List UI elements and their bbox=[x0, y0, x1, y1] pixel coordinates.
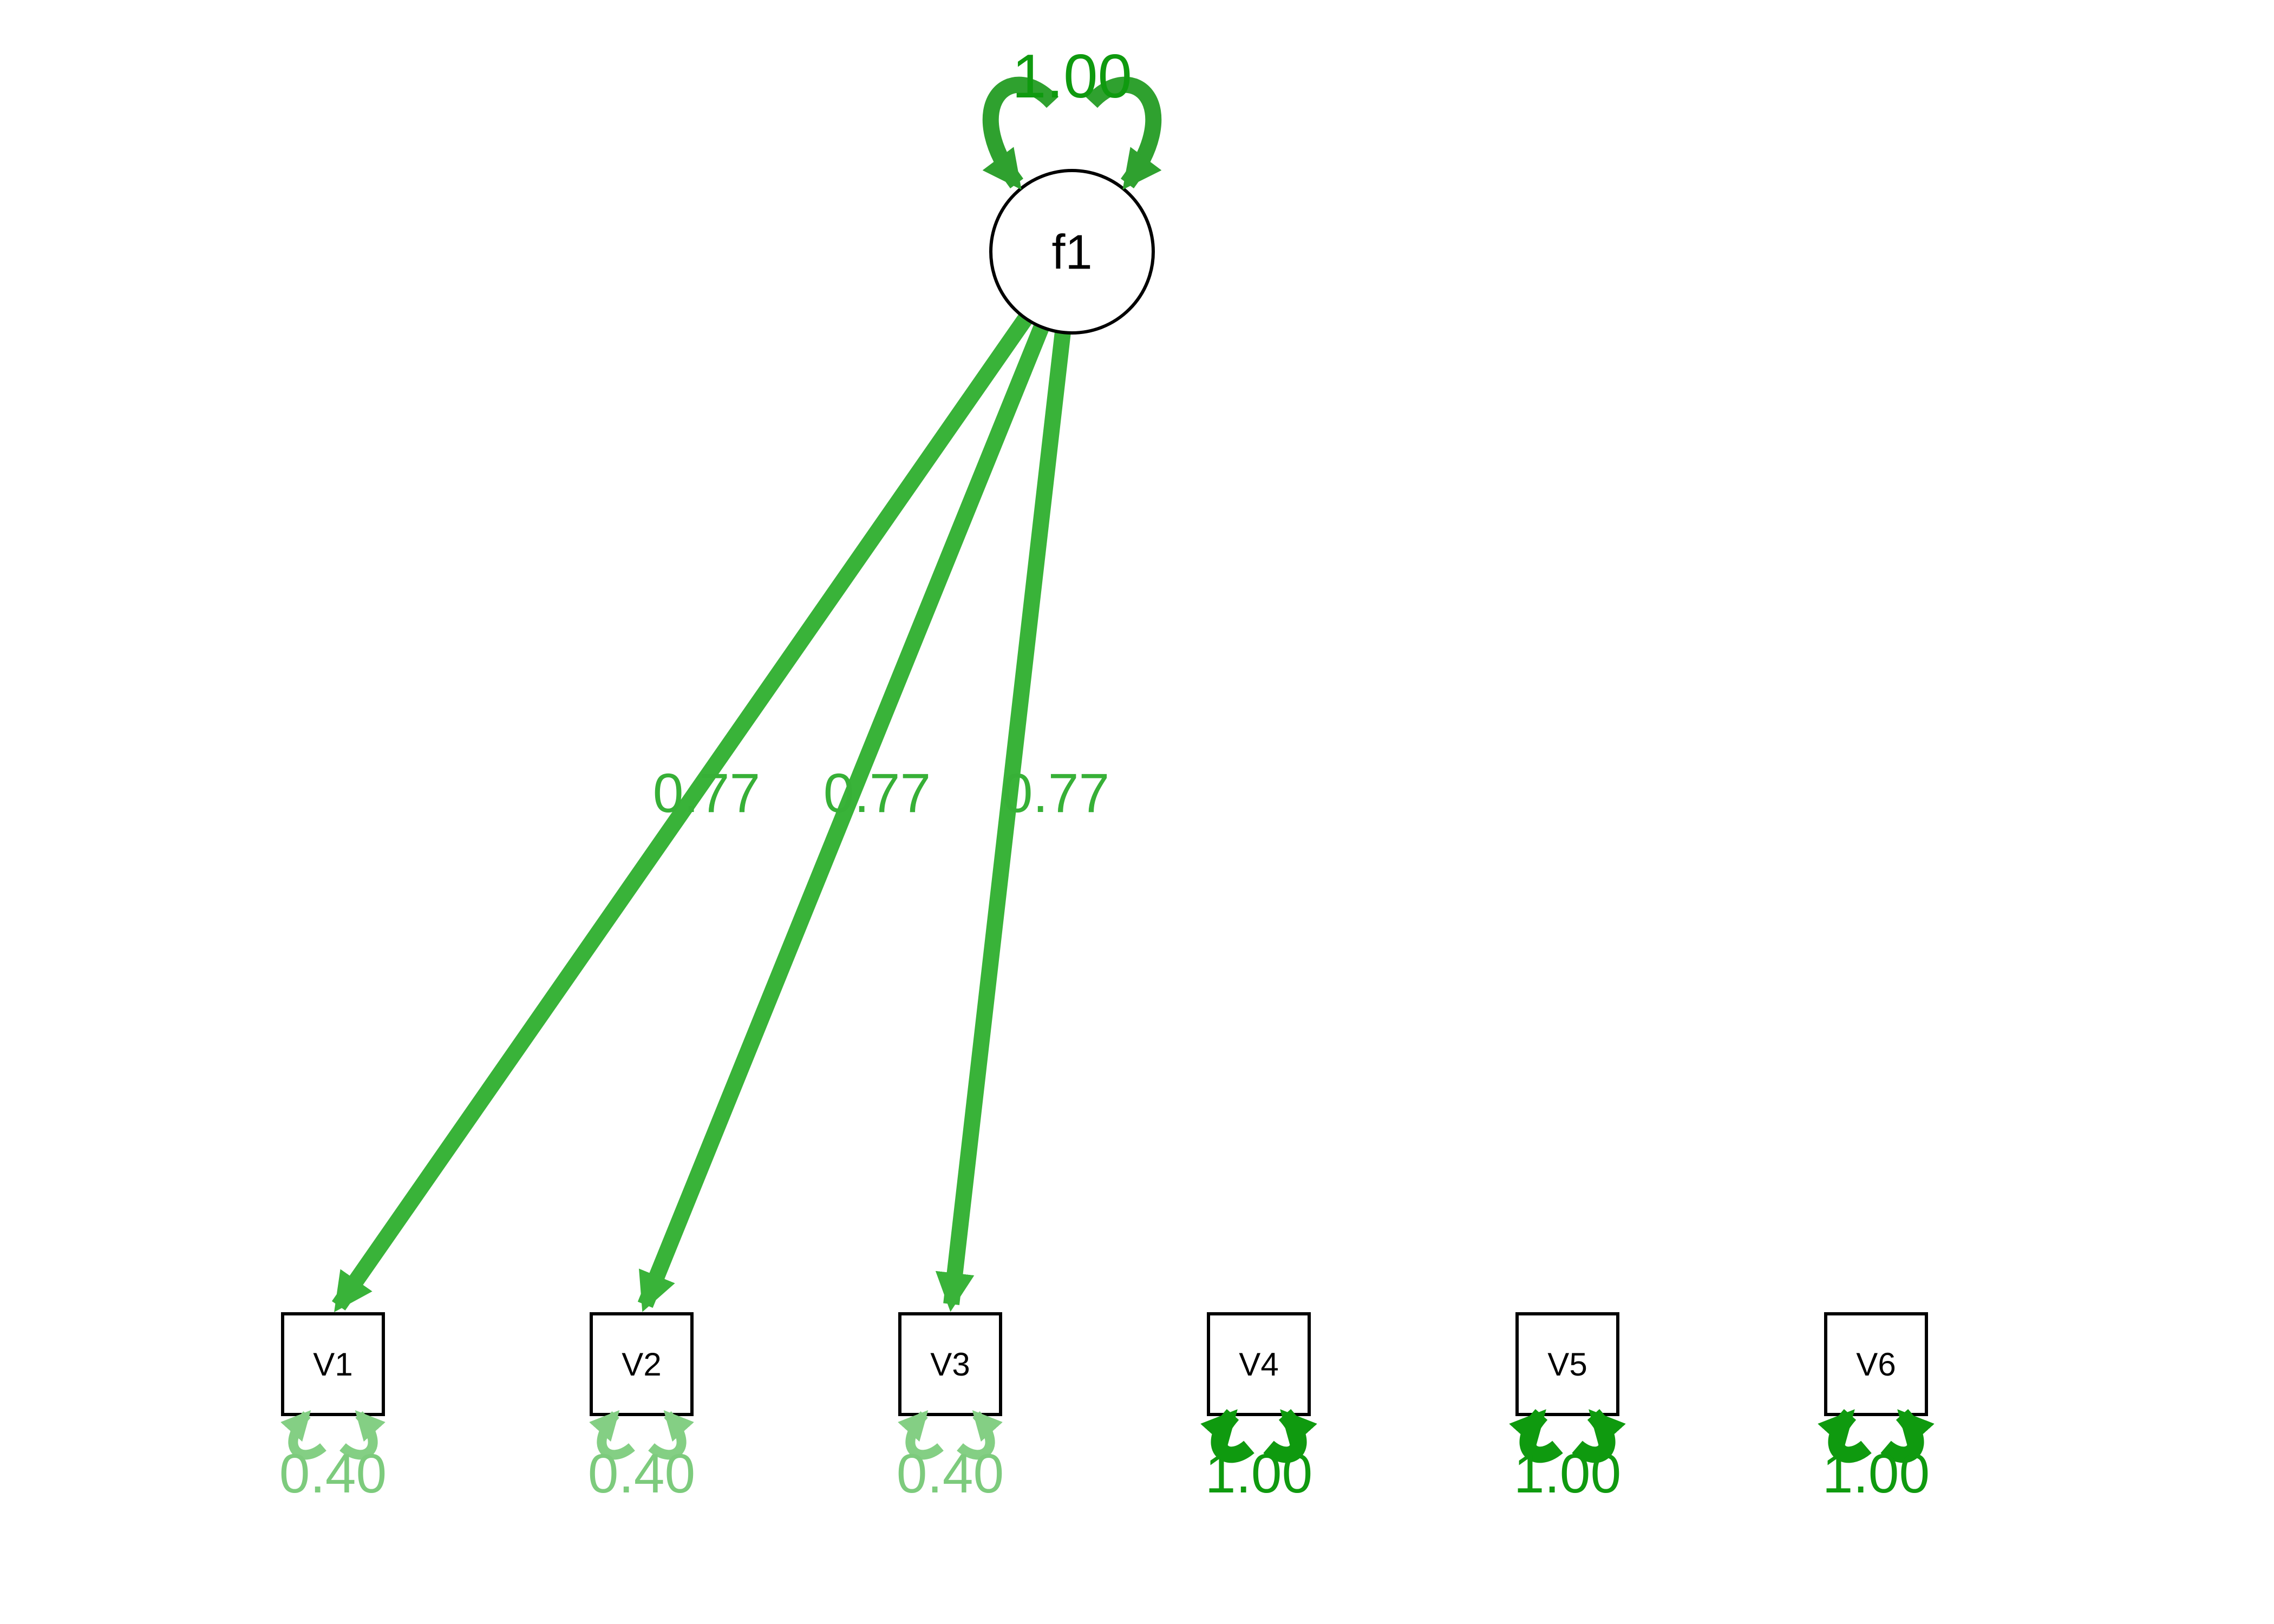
manifest-label: V1 bbox=[313, 1346, 352, 1383]
loading-label: 0.77 bbox=[1002, 762, 1110, 824]
manifest-label: V3 bbox=[930, 1346, 970, 1383]
residual-label: 1.00 bbox=[1205, 1443, 1313, 1504]
residual-label: 0.40 bbox=[279, 1443, 387, 1504]
manifest-label: V2 bbox=[622, 1346, 661, 1383]
loading-label: 0.77 bbox=[653, 762, 761, 824]
residual-label: 1.00 bbox=[1822, 1443, 1930, 1504]
manifest-label: V5 bbox=[1547, 1346, 1587, 1383]
latent-variance-label: 1.00 bbox=[1012, 42, 1132, 111]
residual-label: 1.00 bbox=[1514, 1443, 1622, 1504]
loading-label: 0.77 bbox=[824, 762, 931, 824]
residual-label: 0.40 bbox=[897, 1443, 1004, 1504]
manifest-label: V4 bbox=[1239, 1346, 1278, 1383]
sem-path-diagram: 0.77 0.77 0.77 f1 1.00 V1 V2 V3 V4 V5 V6 0.40 0.40 0.… bbox=[0, 0, 2274, 1624]
manifest-label: V6 bbox=[1856, 1346, 1896, 1383]
residual-label: 0.40 bbox=[588, 1443, 696, 1504]
latent-label: f1 bbox=[1051, 226, 1092, 280]
